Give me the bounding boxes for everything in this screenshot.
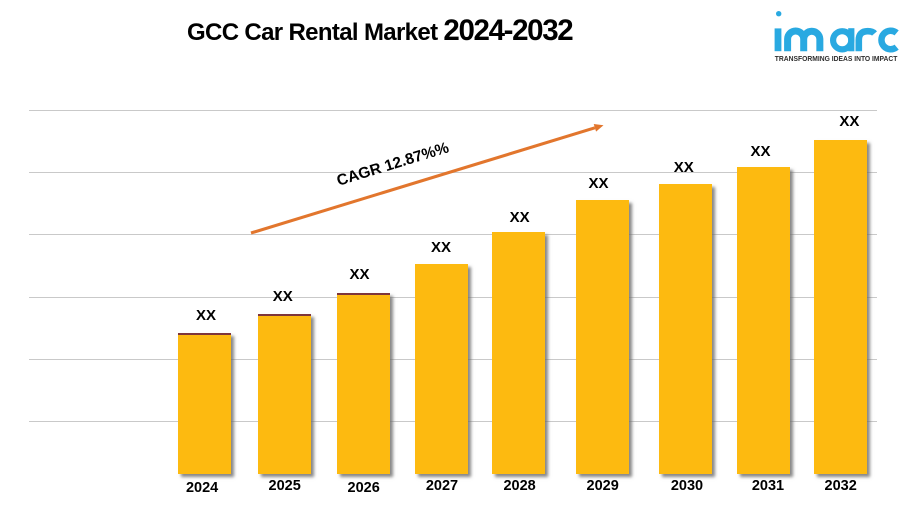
svg-text:TRANSFORMING IDEAS INTO IMPACT: TRANSFORMING IDEAS INTO IMPACT — [775, 54, 898, 63]
